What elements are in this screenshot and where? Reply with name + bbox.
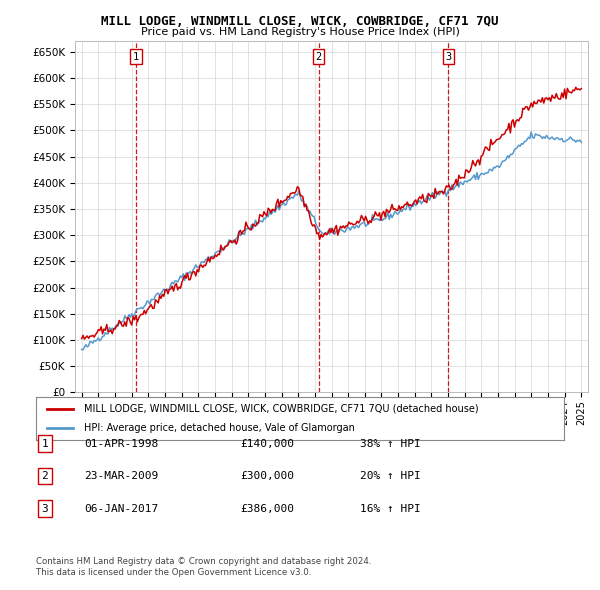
Text: 23-MAR-2009: 23-MAR-2009 xyxy=(84,471,158,481)
Text: 01-APR-1998: 01-APR-1998 xyxy=(84,439,158,448)
Text: 2: 2 xyxy=(316,52,322,62)
Text: 3: 3 xyxy=(445,52,452,62)
Text: MILL LODGE, WINDMILL CLOSE, WICK, COWBRIDGE, CF71 7QU (detached house): MILL LODGE, WINDMILL CLOSE, WICK, COWBRI… xyxy=(83,404,478,414)
Text: £386,000: £386,000 xyxy=(240,504,294,513)
Text: HPI: Average price, detached house, Vale of Glamorgan: HPI: Average price, detached house, Vale… xyxy=(83,422,355,432)
Text: 1: 1 xyxy=(133,52,139,62)
Text: MILL LODGE, WINDMILL CLOSE, WICK, COWBRIDGE, CF71 7QU: MILL LODGE, WINDMILL CLOSE, WICK, COWBRI… xyxy=(101,15,499,28)
Text: 06-JAN-2017: 06-JAN-2017 xyxy=(84,504,158,513)
Text: £140,000: £140,000 xyxy=(240,439,294,448)
Text: This data is licensed under the Open Government Licence v3.0.: This data is licensed under the Open Gov… xyxy=(36,568,311,577)
Text: £300,000: £300,000 xyxy=(240,471,294,481)
Text: 38% ↑ HPI: 38% ↑ HPI xyxy=(360,439,421,448)
Text: 20% ↑ HPI: 20% ↑ HPI xyxy=(360,471,421,481)
Text: 2: 2 xyxy=(41,471,49,481)
Text: Price paid vs. HM Land Registry's House Price Index (HPI): Price paid vs. HM Land Registry's House … xyxy=(140,27,460,37)
Text: Contains HM Land Registry data © Crown copyright and database right 2024.: Contains HM Land Registry data © Crown c… xyxy=(36,557,371,566)
Text: 16% ↑ HPI: 16% ↑ HPI xyxy=(360,504,421,513)
Text: 3: 3 xyxy=(41,504,49,513)
Text: 1: 1 xyxy=(41,439,49,448)
